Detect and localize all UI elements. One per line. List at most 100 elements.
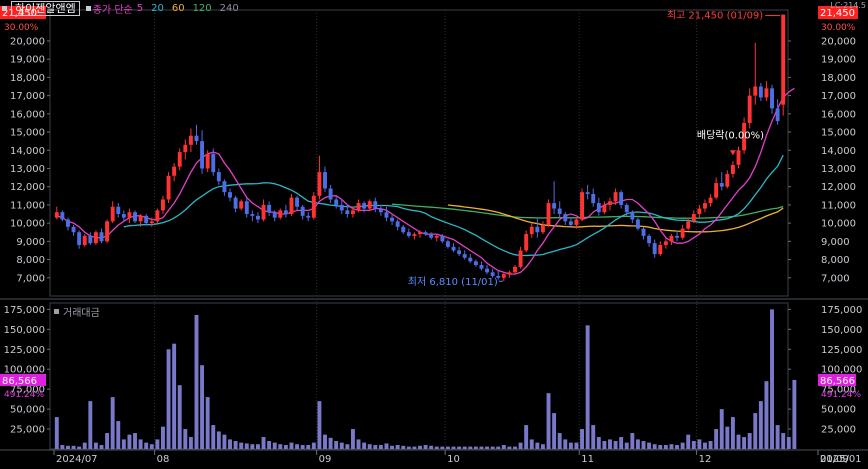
candle-body	[54, 212, 59, 218]
ma-label: 종가 단순	[92, 4, 133, 16]
candle-body	[490, 272, 495, 276]
volume-tag-box	[818, 373, 856, 386]
volume-bar	[395, 445, 400, 449]
volume-bar	[356, 439, 361, 449]
candle	[652, 239, 657, 258]
volume-tick-label-left: 125,000	[4, 345, 45, 356]
candle	[747, 88, 752, 129]
price-tick-label-left: 10,000	[10, 219, 45, 230]
volume-bar	[317, 401, 322, 449]
volume-bar	[652, 444, 657, 449]
candle	[641, 226, 646, 240]
volume-bar	[440, 446, 445, 449]
volume-bar	[155, 439, 160, 449]
candle-body	[317, 172, 322, 196]
candle-body	[742, 122, 747, 151]
candle	[669, 234, 674, 245]
price-tick-label-left: 11,000	[10, 200, 45, 211]
volume-bar	[719, 409, 724, 449]
volume-tag-value-left: 86,566	[2, 376, 37, 387]
candle-body	[138, 215, 143, 222]
candle-body	[630, 212, 635, 220]
volume-bar	[373, 445, 378, 449]
candle-body	[568, 221, 573, 225]
candle-body	[485, 268, 490, 273]
candle-body	[540, 224, 545, 233]
candle-body	[110, 206, 115, 222]
volume-bar	[345, 444, 350, 449]
candle	[736, 146, 741, 169]
price-tick-label-left: 9,000	[16, 237, 45, 248]
volume-tick-label-right: 75,000	[821, 385, 856, 396]
candle	[211, 148, 216, 176]
candle-body	[350, 210, 355, 215]
candle-body	[239, 201, 244, 209]
candle-body	[267, 204, 272, 213]
candle	[105, 219, 110, 244]
price-tag-value-left: 21,450	[2, 8, 37, 19]
candle	[524, 230, 529, 253]
candle	[630, 210, 635, 224]
candle-body	[563, 214, 568, 222]
candle-body	[161, 199, 165, 211]
volume-bar	[753, 413, 758, 449]
price-tick-label-left: 7,000	[16, 273, 45, 284]
volume-bar	[99, 445, 104, 449]
volume-bar	[144, 442, 149, 449]
candle-body	[479, 265, 484, 269]
volume-bar	[540, 444, 545, 449]
candle	[675, 230, 679, 242]
volume-bar	[306, 445, 311, 449]
candle-body	[675, 235, 679, 238]
volume-bar	[635, 439, 640, 449]
candle-body	[725, 173, 730, 187]
candle-body	[429, 234, 434, 238]
candle-body	[747, 95, 752, 123]
volume-bar	[429, 445, 434, 449]
candle	[306, 212, 311, 222]
candle-body	[177, 152, 182, 167]
volume-bar	[557, 433, 562, 449]
price-panel-frame	[49, 9, 789, 297]
stock-name[interactable]: 하이젠알앤엠	[11, 0, 80, 16]
candle-body	[669, 235, 674, 242]
volume-bar	[300, 445, 305, 449]
candle	[378, 204, 383, 216]
candle	[501, 272, 506, 282]
candle-body	[496, 275, 501, 278]
candle-body	[680, 228, 685, 238]
candle	[77, 230, 82, 249]
volume-bar	[708, 441, 713, 449]
candle-body	[345, 210, 350, 215]
candle-body	[384, 212, 389, 218]
x-tick-label: 12	[699, 454, 712, 465]
candle	[563, 212, 568, 225]
candle-body	[719, 183, 724, 187]
candle	[719, 172, 724, 191]
candle	[345, 204, 350, 218]
candle-body	[647, 235, 652, 244]
candle-body	[451, 246, 456, 251]
candle-body	[608, 201, 612, 205]
candle	[423, 230, 428, 236]
volume-bar	[663, 445, 668, 449]
candle	[317, 155, 322, 200]
candle-body	[703, 203, 707, 209]
candle	[680, 224, 685, 240]
candle	[334, 195, 339, 209]
volume-bar	[574, 442, 579, 449]
volume-bar	[675, 445, 679, 449]
candle-body	[222, 181, 227, 193]
dividend-marker	[729, 150, 736, 156]
candle-body	[686, 221, 691, 229]
volume-bar	[725, 426, 730, 449]
volume-bar	[401, 445, 406, 449]
ma-120-label: 120	[192, 2, 212, 14]
ma-60-label: 60	[171, 2, 185, 14]
candle	[585, 184, 590, 200]
volume-bar	[686, 434, 691, 449]
candle	[619, 190, 624, 209]
volume-bar	[563, 439, 568, 449]
price-tick-label-right: 14,000	[821, 146, 856, 157]
